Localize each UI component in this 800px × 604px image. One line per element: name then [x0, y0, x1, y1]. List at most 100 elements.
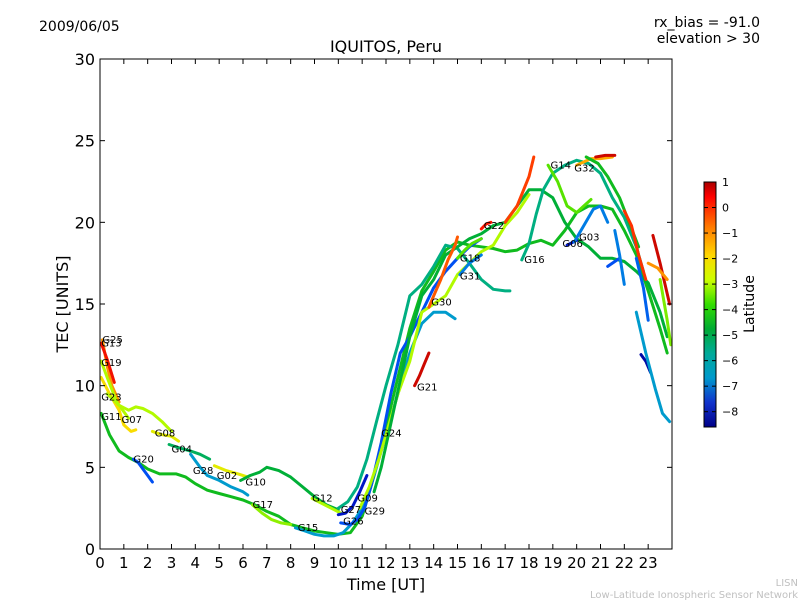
satellite-label-g09: G09: [357, 494, 377, 505]
colorbar-tick-label: −7: [722, 380, 738, 393]
series-line-g44: [658, 278, 672, 347]
series-line-g36: [606, 256, 622, 268]
series-line-g33: [594, 153, 617, 159]
satellite-label-g24: G24: [381, 428, 401, 439]
x-tick-label: 16: [472, 554, 491, 572]
series-line-g04: [167, 443, 212, 461]
y-tick-label: 10: [75, 377, 95, 396]
x-tick-label: 4: [191, 554, 201, 572]
x-tick-label: 15: [448, 554, 467, 572]
series-line-g22: [479, 220, 493, 231]
y-tick-label: 25: [75, 132, 95, 151]
series-line-g14: [503, 155, 536, 224]
x-tick-label: 1: [119, 554, 129, 572]
series-line-g23: [100, 376, 138, 433]
satellite-label-g15: G15: [298, 523, 318, 534]
colorbar-tick-label: −5: [722, 329, 738, 342]
satellite-label-g28: G28: [193, 466, 213, 477]
series-line-g34: [575, 155, 614, 167]
elevation-label: elevation > 30: [657, 31, 760, 47]
x-tick-label: 18: [519, 554, 538, 572]
colorbar-tick-label: −3: [722, 278, 738, 291]
colorbar-tick-label: −8: [722, 406, 738, 419]
x-tick-label: 12: [376, 554, 395, 572]
series-line-g12: [310, 496, 343, 515]
colorbar-label: Latitude: [742, 275, 758, 333]
series-line-g08: [150, 429, 181, 443]
x-tick-label: 6: [238, 554, 248, 572]
satellite-label-g13: G13: [101, 339, 121, 350]
satellite-label-g31: G31: [460, 272, 480, 283]
series-layer: [100, 153, 672, 538]
x-tick-label: 10: [329, 554, 348, 572]
x-tick-label: 0: [95, 554, 105, 572]
satellite-label-g22: G22: [484, 221, 504, 232]
series-line-g09: [336, 243, 512, 510]
x-tick-label: 17: [496, 554, 515, 572]
colorbar-tick-label: 1: [722, 176, 729, 189]
series-line-g17: [251, 503, 293, 526]
series-line-g26: [339, 237, 483, 526]
x-tick-label: 22: [615, 554, 634, 572]
satellite-label-g30: G30: [431, 298, 451, 309]
x-axis-label: Time [UT]: [346, 575, 425, 594]
series-line-g30: [427, 235, 459, 309]
satellite-label-g29: G29: [365, 507, 385, 518]
satellite-label-g02: G02: [217, 471, 237, 482]
satellite-label-g20: G20: [133, 454, 153, 465]
x-tick-label: 11: [353, 554, 372, 572]
satellite-label-g07: G07: [122, 415, 142, 426]
satellite-label-g32: G32: [574, 164, 594, 175]
series-line-g16: [520, 158, 645, 273]
satellite-label-g04: G04: [172, 445, 192, 456]
satellite-label-g27: G27: [341, 505, 361, 516]
x-tick-label: 8: [286, 554, 296, 572]
series-line-g28: [189, 452, 250, 497]
satellite-label-g03: G03: [579, 232, 599, 243]
y-tick-label: 30: [75, 50, 95, 69]
satellite-label-g26: G26: [343, 517, 363, 528]
series-line-g19: [100, 359, 131, 420]
colorbar-tick-label: −4: [722, 304, 738, 317]
colorbar-tick-label: −2: [722, 253, 738, 266]
x-tick-label: 5: [214, 554, 224, 572]
colorbar-gradient: [703, 181, 717, 428]
x-tick-label: 21: [591, 554, 610, 572]
plot-frame: [99, 58, 673, 550]
x-tick-label: 9: [310, 554, 320, 572]
series-line-g38: [622, 209, 648, 281]
x-tick-label: 20: [567, 554, 586, 572]
chart-title: IQUITOS, Peru: [330, 37, 442, 56]
series-line-g18: [456, 237, 483, 260]
satellite-label-g21: G21: [417, 383, 437, 394]
date-label: 2009/06/05: [39, 19, 120, 35]
satellite-label-g18: G18: [460, 254, 480, 265]
y-axis-label: TEC [UNITS]: [53, 256, 72, 354]
footer-lisn: LISN: [776, 578, 798, 589]
colorbar-tick-label: 0: [722, 202, 729, 215]
satellite-label-g23: G23: [101, 392, 121, 403]
satellite-label-g19: G19: [101, 358, 121, 369]
series-line-g24: [372, 188, 669, 494]
x-tick-label: 7: [262, 554, 272, 572]
satellite-label-g06: G06: [562, 239, 582, 250]
x-tick-label: 2: [143, 554, 153, 572]
x-tick-label: 19: [543, 554, 562, 572]
series-line-g31: [458, 253, 483, 277]
satellite-label-g17: G17: [253, 500, 273, 511]
colorbar: 1 0 −1 −2 −3 −4 −5 −6 −7 −8 Latitude: [703, 176, 758, 428]
x-tick-label: 13: [400, 554, 419, 572]
series-line-g40: [634, 256, 650, 322]
series-line-g29: [358, 193, 531, 510]
series-line-g13: [100, 341, 116, 384]
satellite-label-g10: G10: [245, 477, 265, 488]
x-tick-label: 23: [639, 554, 658, 572]
series-line-g21: [413, 351, 431, 388]
satellite-label-g25: G25: [102, 335, 122, 346]
satellite-label-g16: G16: [524, 255, 544, 266]
x-tick-label: 14: [424, 554, 443, 572]
series-line-g43: [646, 261, 669, 281]
footer-network: Low-Latitude Ionospheric Sensor Network: [590, 590, 798, 600]
